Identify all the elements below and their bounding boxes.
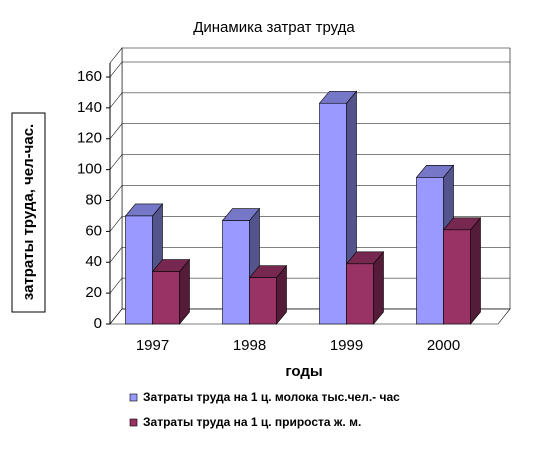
y-tick-label: 0 <box>94 315 102 332</box>
bar <box>151 258 191 325</box>
bar-front <box>443 229 471 325</box>
y-tick-label: 60 <box>85 222 102 239</box>
bar-side <box>373 250 384 325</box>
bar-front <box>249 277 277 325</box>
x-tick-label: 1998 <box>233 337 266 354</box>
bar-front <box>152 271 180 325</box>
legend-swatch <box>129 393 138 402</box>
x-tick-label: 1997 <box>136 337 169 354</box>
grid-line <box>109 61 510 78</box>
y-label-box <box>11 112 46 313</box>
side-wall <box>109 47 123 325</box>
bar <box>442 217 482 325</box>
bar-side <box>470 217 481 325</box>
bar-front <box>346 263 374 325</box>
y-axis-label: затраты труда, чел-час. <box>20 124 37 300</box>
y-tick-label: 140 <box>77 99 102 116</box>
y-tick-label: 100 <box>77 161 102 178</box>
x-tick-label: 2000 <box>427 337 460 354</box>
y-tick-label: 20 <box>85 284 102 301</box>
legend-text: Затраты труда на 1 ц. прироста ж. м. <box>143 415 361 429</box>
bar <box>345 250 385 325</box>
x-axis-label: годы <box>285 363 322 380</box>
y-tick-label: 160 <box>77 68 102 85</box>
bar-front <box>319 102 347 325</box>
y-tick-label: 40 <box>85 253 102 270</box>
grid-line <box>109 123 510 139</box>
chart-title: Динамика затрат труда <box>193 19 355 36</box>
bar-front <box>222 220 250 325</box>
y-tick-label: 80 <box>85 191 102 208</box>
bar <box>248 264 288 325</box>
legend-text: Затраты труда на 1 ц. молока тыс.чел.- ч… <box>143 390 400 404</box>
y-tick-label: 120 <box>77 130 102 147</box>
grid-line <box>109 154 510 170</box>
grid-line <box>109 92 510 109</box>
grid-line <box>109 185 510 201</box>
bar-front <box>416 177 444 325</box>
grid-line <box>109 216 510 232</box>
legend-swatch <box>129 418 138 427</box>
grid-line <box>109 246 510 263</box>
x-tick-label: 1999 <box>330 337 363 354</box>
bar-front <box>125 215 153 325</box>
